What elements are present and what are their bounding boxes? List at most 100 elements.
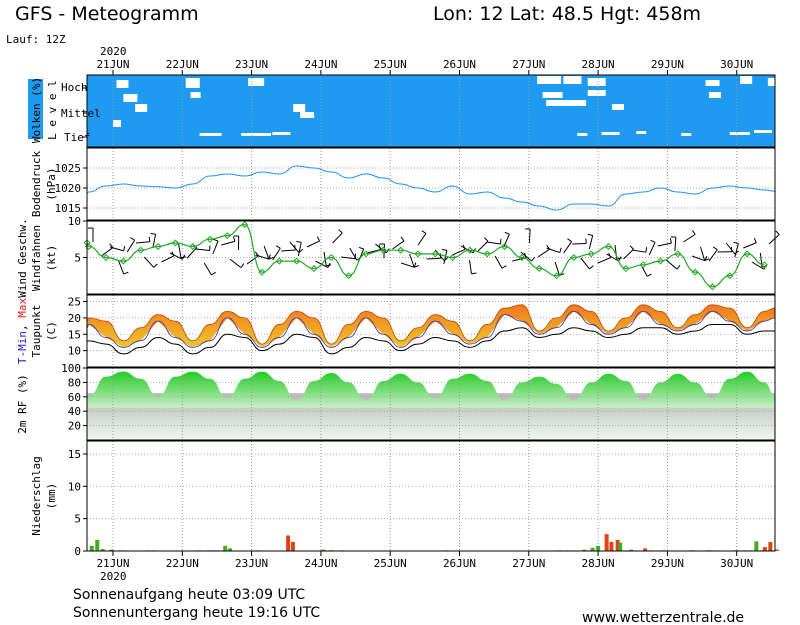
wind-barb xyxy=(657,242,672,247)
wind-barb xyxy=(426,257,441,260)
wind-barb-flag xyxy=(645,247,648,253)
rh-area xyxy=(87,371,775,408)
day-label-bottom: 30JUN xyxy=(720,557,753,570)
cloud-gap xyxy=(546,100,587,106)
wind-barb xyxy=(537,248,550,258)
wind-barb-flag xyxy=(109,243,114,248)
day-label-top: 28JUN xyxy=(582,58,615,71)
wind-speed-point xyxy=(258,268,266,276)
wind-speed-point xyxy=(119,257,127,265)
temp-ylabel: T-Min, Max xyxy=(16,298,29,365)
sunrise-text: Sonnenaufgang heute 03:09 UTC xyxy=(73,587,305,603)
run-label: Lauf: 12Z xyxy=(6,33,66,46)
low-cloud-gap xyxy=(788,128,800,131)
wind-speed-line xyxy=(86,224,765,288)
precip-bar-green xyxy=(228,548,233,551)
wind-barb xyxy=(691,255,706,262)
panel-frame xyxy=(86,74,776,148)
panel-frame xyxy=(86,440,776,552)
cloud-ylabel: Wolken (%) xyxy=(30,77,43,143)
precip-bar-green xyxy=(629,549,634,551)
day-label-bottom: 25JUN xyxy=(374,557,407,570)
wind-speed-point xyxy=(552,272,561,280)
cloud-gap xyxy=(190,92,201,98)
wind-barb xyxy=(126,239,136,253)
chart-title: GFS - Meteogramm xyxy=(15,3,199,25)
day-label-bottom: 22JUN xyxy=(166,557,199,570)
wind-barb-flag xyxy=(358,246,364,250)
wind-barb-flag xyxy=(413,265,420,268)
wind-barb xyxy=(306,240,320,248)
wind-barb xyxy=(768,234,780,245)
low-cloud-gap xyxy=(272,132,291,135)
wind-barb-flag xyxy=(296,240,302,243)
wind-barb-flag xyxy=(676,265,681,270)
wind-speed-point xyxy=(137,246,145,254)
wind-barb xyxy=(118,260,125,275)
temp-ylabel-part: Max xyxy=(16,298,29,318)
wind-speed-point xyxy=(726,272,734,280)
wind-speed-point xyxy=(656,257,665,265)
temp-tick-20: 20 xyxy=(68,312,81,325)
wind-barb-flag xyxy=(775,230,780,235)
precip-bar-red xyxy=(762,547,767,551)
wind-barb-flag xyxy=(130,237,135,241)
wind-speed-point xyxy=(466,246,474,254)
rh-tick-60: 60 xyxy=(68,391,81,404)
wind-barb xyxy=(743,242,757,249)
pressure-tick-1025: 1025 xyxy=(55,162,82,175)
wind-speed-point xyxy=(223,232,231,240)
cloud-gap xyxy=(708,92,721,98)
year-label-top: 2020 xyxy=(100,45,127,58)
wind-barb-flag xyxy=(413,262,417,268)
cloud-gap xyxy=(135,104,148,112)
wind-barb-flag xyxy=(180,256,186,259)
day-label-bottom: 26JUN xyxy=(443,557,476,570)
wind-barb-flag xyxy=(669,238,672,244)
wind-barb-flag xyxy=(441,248,448,251)
wind-barb-flag xyxy=(567,238,572,242)
wind-barb xyxy=(452,248,466,256)
cloud-gap xyxy=(587,78,606,86)
wind-barb-flag xyxy=(483,237,489,242)
wind-speed-point xyxy=(708,283,716,291)
day-label-bottom: 29JUN xyxy=(651,557,684,570)
wind-speed-point xyxy=(483,250,491,258)
wind-barb xyxy=(229,258,242,269)
wind-speed-point xyxy=(397,246,405,254)
wind-barb xyxy=(323,251,327,266)
wind-barb xyxy=(101,247,114,257)
wind-barb xyxy=(169,252,183,260)
wind-barb-flag xyxy=(153,263,158,268)
wind-ylabel2: Windfahnen xyxy=(30,225,43,291)
day-label-top: 23JUN xyxy=(235,58,268,71)
wind-barb-flag xyxy=(629,245,634,250)
cloud-gap xyxy=(248,78,265,86)
precip-bar-green xyxy=(582,549,587,551)
cloud-gap xyxy=(587,90,606,96)
rh-ylabel: 2m RF (%) xyxy=(16,374,29,434)
wind-barb-flag xyxy=(148,236,151,242)
precip-bar-red xyxy=(643,548,648,551)
low-cloud-gap xyxy=(681,133,692,136)
rh-tick-80: 80 xyxy=(68,376,81,389)
cloud-level-mid: Mittel xyxy=(61,107,101,120)
day-label-top: 30JUN xyxy=(720,58,753,71)
low-cloud-gap xyxy=(601,132,620,135)
cloud-level-low: Tief xyxy=(64,131,91,144)
cloud-level-high: Hoch xyxy=(61,81,88,94)
wind-barb xyxy=(725,242,736,255)
day-label-bottom: 23JUN xyxy=(235,557,268,570)
wind-barb-flag xyxy=(400,236,405,242)
wind-barb xyxy=(221,240,236,246)
cloud-gap xyxy=(116,80,129,88)
tmax-line xyxy=(86,304,776,345)
day-label-top: 22JUN xyxy=(166,58,199,71)
day-label-top: 25JUN xyxy=(374,58,407,71)
wind-barb xyxy=(580,257,590,270)
low-cloud-gap xyxy=(199,133,222,136)
wind-panel: 5 10 xyxy=(68,215,780,295)
wind-barb xyxy=(700,246,706,261)
wind-barb-flag xyxy=(589,265,594,270)
